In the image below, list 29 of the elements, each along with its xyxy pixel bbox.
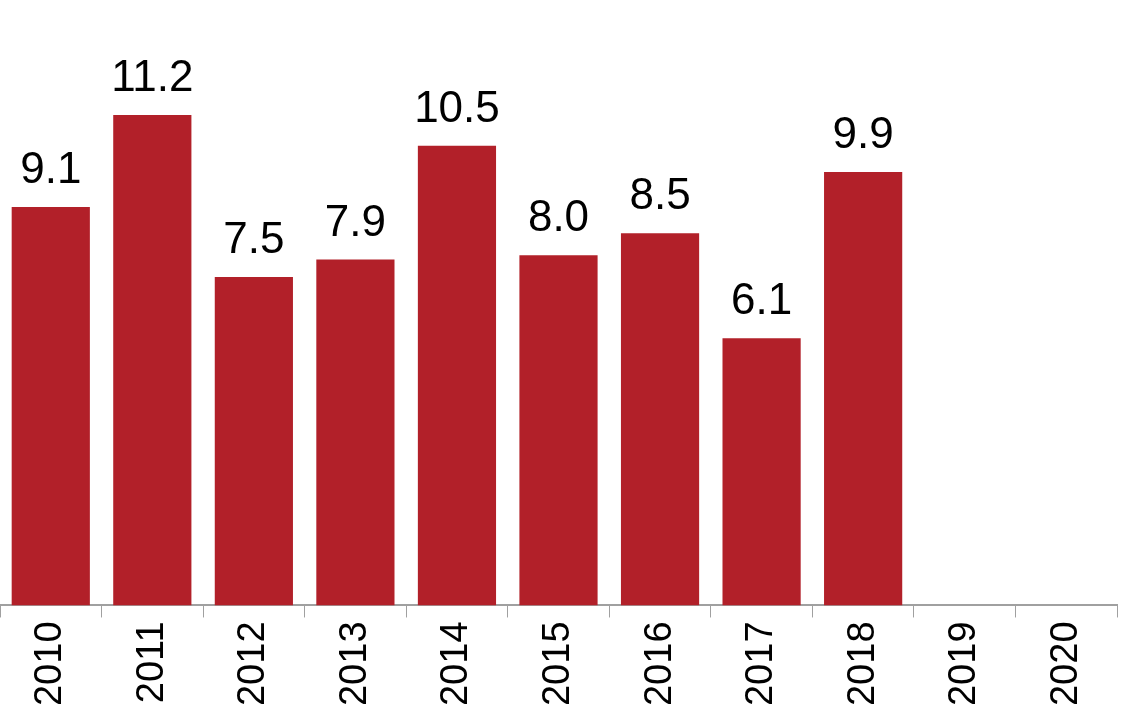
x-tick-label: 2018 — [839, 621, 882, 707]
data-label: 8.5 — [629, 169, 691, 219]
bar — [620, 233, 700, 606]
data-label: 11.2 — [111, 51, 194, 101]
data-label: 6.1 — [731, 274, 793, 324]
data-label: 8.0 — [527, 191, 590, 241]
bar — [214, 277, 293, 606]
bar — [113, 115, 192, 606]
x-tick-label: 2015 — [534, 621, 577, 707]
x-tick-label: 2014 — [433, 621, 476, 707]
x-tick-label: 2016 — [636, 621, 679, 707]
x-tick-label: 2019 — [941, 621, 984, 707]
data-label: 10.5 — [414, 81, 500, 131]
bar — [519, 255, 598, 606]
data-label: 9.1 — [20, 143, 82, 193]
x-tick-label: 2010 — [27, 621, 70, 707]
x-tick-label: 2020 — [1042, 621, 1085, 707]
data-label: 9.9 — [832, 108, 894, 158]
bar — [11, 206, 90, 606]
bar — [722, 338, 801, 606]
data-label: 7.9 — [324, 195, 386, 245]
data-label: 7.5 — [223, 213, 285, 263]
bar — [316, 259, 395, 606]
x-tick-label: 2011 — [128, 621, 171, 704]
x-tick-label: 2017 — [738, 621, 781, 707]
x-tick-label: 2012 — [230, 621, 273, 707]
bar — [824, 171, 903, 606]
bar — [417, 145, 497, 606]
x-tick-label: 2013 — [331, 621, 374, 707]
